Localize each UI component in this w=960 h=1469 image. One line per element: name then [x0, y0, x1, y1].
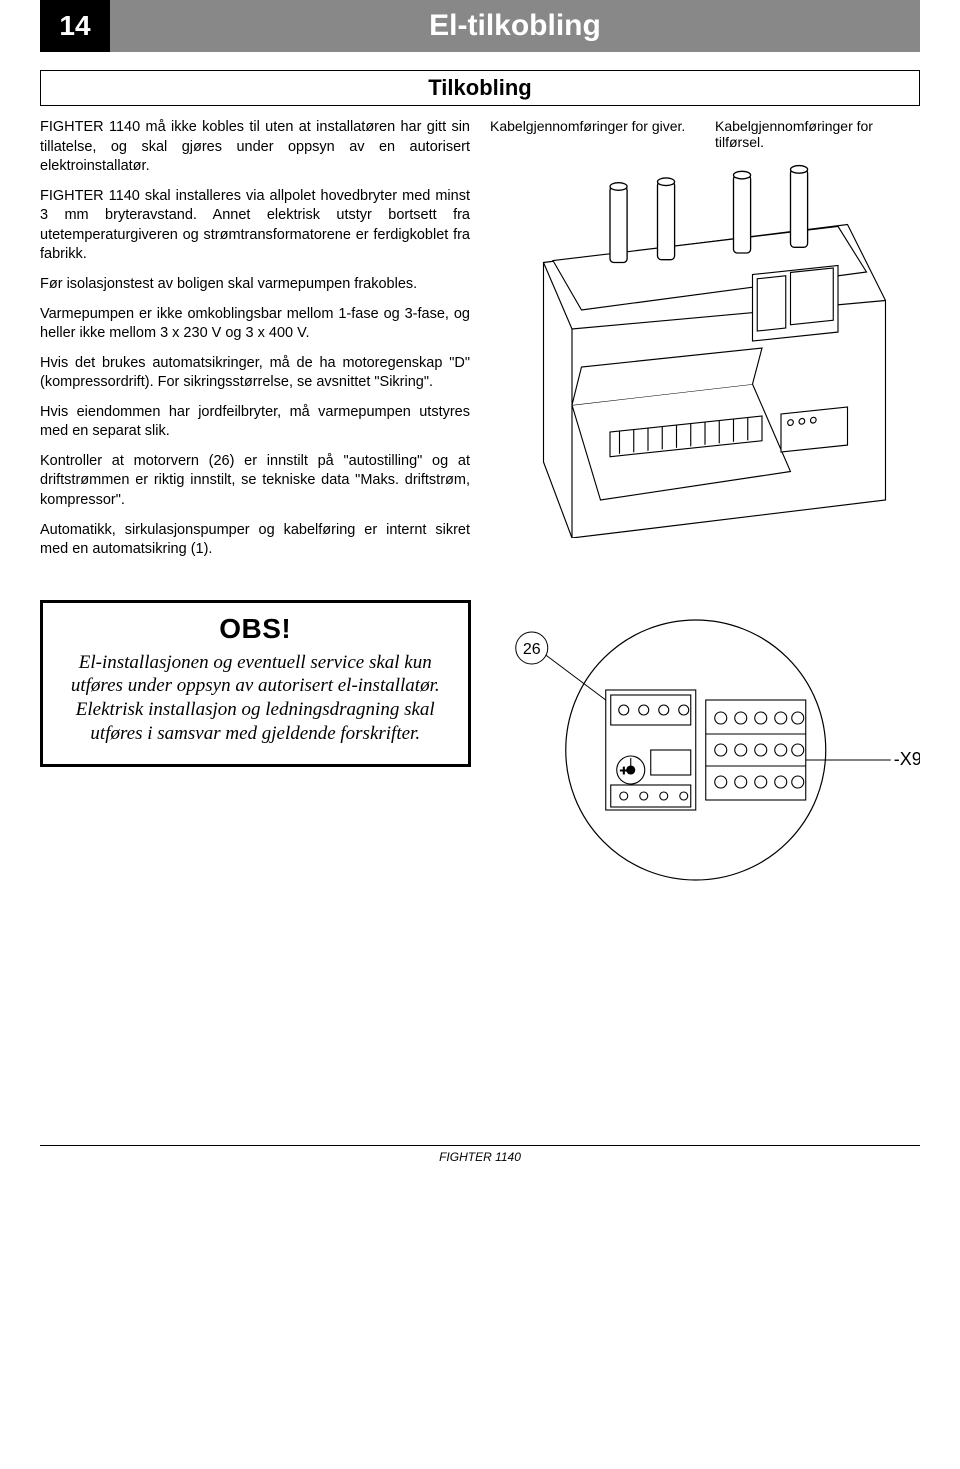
paragraph: Hvis eiendommen har jordfeilbryter, må v…	[40, 403, 470, 442]
paragraph: Kontroller at motorvern (26) er innstilt…	[40, 452, 470, 511]
body-text-column: FIGHTER 1140 må ikke kobles til uten at …	[40, 118, 470, 570]
obs-title: OBS!	[61, 613, 450, 645]
figure-column: Kabelgjennomføringer for giver. Kabelgje…	[490, 118, 920, 570]
page-number: 14	[40, 0, 110, 52]
detail-figure-column: 26 -X9 +	[491, 600, 921, 905]
paragraph: Hvis det brukes automatsikringer, må de …	[40, 354, 470, 393]
caption-row: Kabelgjennomføringer for giver. Kabelgje…	[490, 118, 920, 150]
lower-row: OBS! El-installasjonen og eventuell serv…	[40, 600, 920, 905]
section-heading: Tilkobling	[40, 70, 920, 106]
paragraph: FIGHTER 1140 må ikke kobles til uten at …	[40, 118, 470, 177]
page-container: 14 El-tilkobling Tilkobling FIGHTER 1140…	[0, 0, 960, 1164]
obs-warning-box: OBS! El-installasjonen og eventuell serv…	[40, 600, 471, 767]
paragraph: Varmepumpen er ikke omkoblingsbar mellom…	[40, 305, 470, 344]
svg-text:+: +	[619, 762, 627, 778]
caption-left: Kabelgjennomføringer for giver.	[490, 118, 695, 150]
motor-protection-detail: 26 -X9 +	[491, 600, 921, 900]
page-title: El-tilkobling	[110, 0, 920, 52]
paragraph: FIGHTER 1140 skal installeres via allpol…	[40, 187, 470, 265]
wiring-box-diagram	[490, 158, 920, 538]
paragraph: Før isolasjonstest av boligen skal varme…	[40, 275, 470, 295]
obs-body: El-installasjonen og eventuell service s…	[61, 651, 450, 746]
two-column-layout: FIGHTER 1140 må ikke kobles til uten at …	[40, 118, 920, 570]
paragraph: Automatikk, sirkulasjonspumper og kabelf…	[40, 521, 470, 560]
callout-26-label: 26	[522, 641, 540, 658]
label-x9: -X9	[893, 749, 920, 769]
header-bar: 14 El-tilkobling	[40, 0, 920, 52]
footer: FIGHTER 1140	[40, 1145, 920, 1164]
caption-right: Kabelgjennomføringer for tilførsel.	[715, 118, 920, 150]
